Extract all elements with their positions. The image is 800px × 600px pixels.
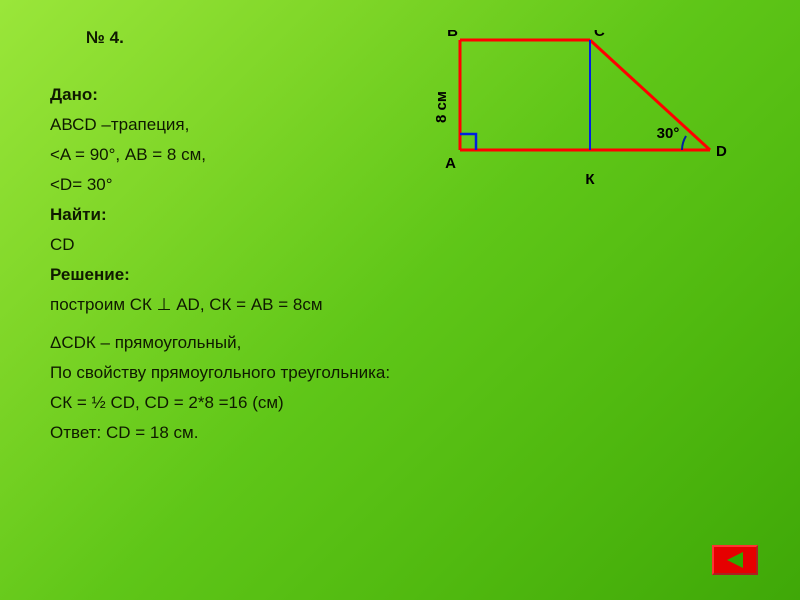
solution-line: ΔСDК – прямоугольный,: [50, 328, 550, 358]
given-line: АВСD –трапеция,: [50, 110, 410, 140]
svg-text:К: К: [585, 171, 595, 188]
svg-text:С: С: [594, 30, 605, 40]
solution-label: Решение:: [50, 260, 410, 290]
find-value: СD: [50, 230, 410, 260]
given-label: Дано:: [50, 80, 410, 110]
given-line: <A = 90°, АВ = 8 см,: [50, 140, 410, 170]
problem-title: № 4.: [86, 28, 124, 48]
solution-line: построим СК ⊥ АD, СК = АВ = 8см: [50, 290, 550, 320]
svg-text:D: D: [716, 143, 727, 160]
svg-text:В: В: [447, 30, 458, 40]
trapezoid-diagram: В С А D К 8 см 30°: [420, 30, 740, 210]
arrow-left-icon: [727, 552, 743, 568]
back-button[interactable]: [712, 545, 758, 575]
svg-text:30°: 30°: [657, 125, 680, 142]
solution-line: СК = ½ СD, СD = 2*8 =16 (см): [50, 388, 550, 418]
find-label: Найти:: [50, 200, 410, 230]
given-line: <D= 30°: [50, 170, 410, 200]
solution-text: построим СК ⊥ АD, СК = АВ = 8см ΔСDК – п…: [50, 290, 550, 448]
solution-line: По свойству прямоугольного треугольника:: [50, 358, 550, 388]
problem-text: Дано: АВСD –трапеция, <A = 90°, АВ = 8 с…: [50, 80, 410, 290]
solution-line: Ответ: СD = 18 см.: [50, 418, 550, 448]
svg-text:8 см: 8 см: [433, 91, 450, 123]
svg-text:А: А: [445, 155, 456, 172]
